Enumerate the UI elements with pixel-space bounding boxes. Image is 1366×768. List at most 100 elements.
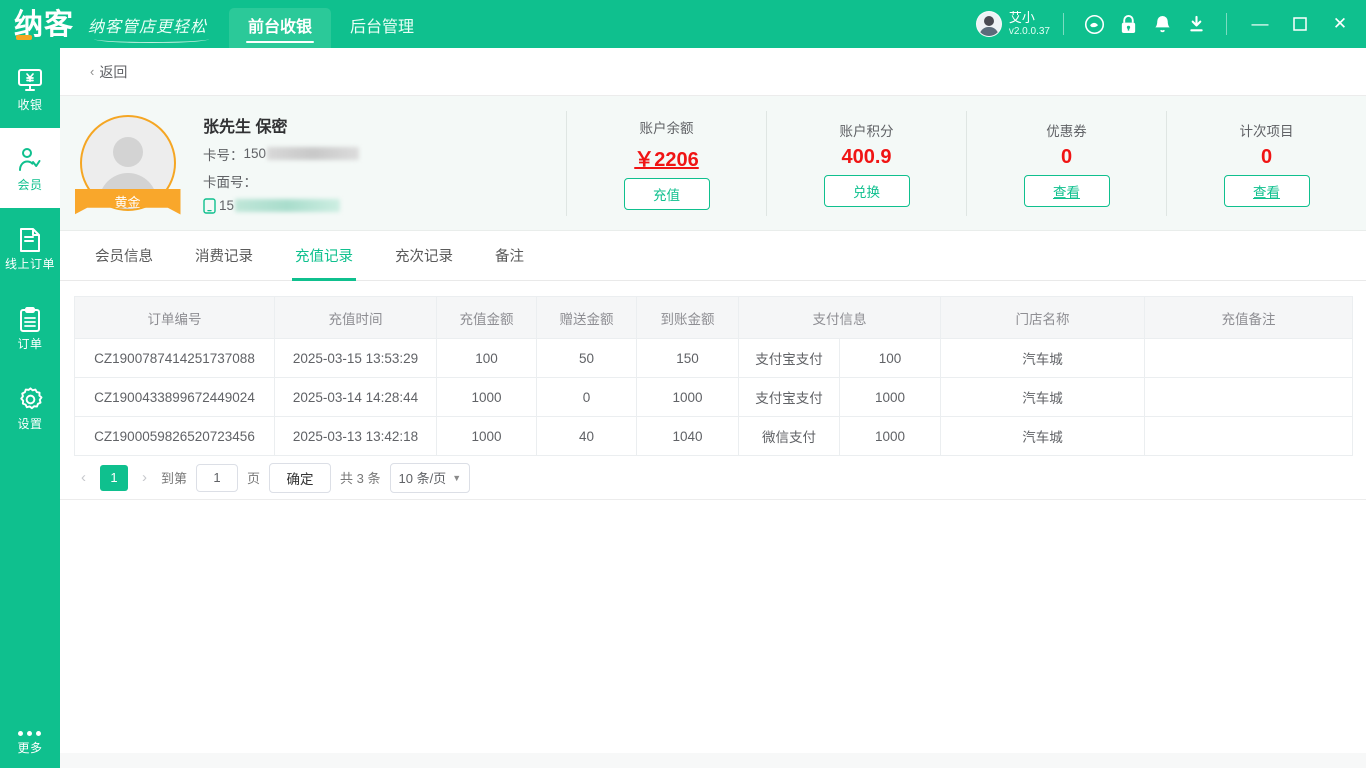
support-icon[interactable] [1077, 7, 1111, 41]
title-bar: 纳客 纳客管店更轻松 前台收银 后台管理 艾小 v2.0.0.37 [0, 0, 1366, 48]
cell-received-amount: 1000 [636, 377, 739, 417]
cell-pay-amount: 100 [878, 350, 902, 366]
cell-store-name: 汽车城 [940, 377, 1145, 417]
sidebar-item-more-label: 更多 [17, 741, 43, 755]
col-received-amount: 到账金额 [636, 296, 739, 339]
sidebar-item-online-order[interactable]: 线上订单 [0, 208, 60, 288]
member-info: 张先生 保密 卡号： 150 卡面号： 15 [203, 113, 448, 214]
stat-points: 账户积分 400.9 兑换 [766, 110, 966, 216]
stat-coupon-label: 优惠券 [1046, 123, 1087, 139]
sidebar-item-online-order-label: 线上订单 [4, 256, 55, 271]
top-tabs: 前台收银 后台管理 [229, 0, 433, 48]
pagination: ‹ 1 › 到第 页 确定 共 3 条 10 条/页 ▼ [60, 456, 1366, 500]
sidebar-item-settings[interactable]: 设置 [0, 368, 60, 448]
close-button[interactable]: ✕ [1332, 14, 1348, 33]
exchange-button[interactable]: 兑换 [823, 174, 910, 207]
detail-panel: 会员信息 消费记录 充值记录 充次记录 备注 [60, 231, 1366, 753]
col-recharge-amount: 充值金额 [436, 296, 537, 339]
page-size-select[interactable]: 10 条/页 ▼ [389, 462, 471, 493]
masked-card-face [235, 199, 341, 212]
cell-remark [1144, 377, 1353, 417]
detail-tabs: 会员信息 消费记录 充值记录 充次记录 备注 [60, 231, 1366, 281]
chevron-left-icon: ‹ [90, 64, 95, 79]
member-card-no-row: 卡号： 150 [203, 144, 448, 164]
sidebar-item-member[interactable]: 会员 [0, 128, 60, 208]
cell-remark [1144, 338, 1353, 378]
tab-consume-record[interactable]: 消费记录 [174, 231, 274, 281]
divider-2 [1226, 13, 1227, 35]
cell-received-amount: 150 [636, 338, 739, 378]
tab-member-info[interactable]: 会员信息 [74, 231, 174, 281]
bell-icon[interactable] [1145, 7, 1179, 41]
member-icon [16, 146, 44, 174]
stat-count-project: 计次项目 0 查看 [1166, 110, 1366, 216]
download-icon[interactable] [1179, 7, 1213, 41]
cashier-icon [16, 66, 44, 94]
user-account[interactable]: 艾小 v2.0.0.37 [975, 10, 1050, 37]
cell-pay-method: 支付宝支付 [739, 378, 840, 416]
sidebar-item-cashier[interactable]: 收银 [0, 48, 60, 128]
table-row[interactable]: CZ1900059826520723456 2025-03-13 13:42:1… [74, 416, 1353, 456]
cell-pay-amount: 1000 [874, 428, 906, 444]
cell-gift-amount: 50 [536, 338, 637, 378]
tab-times-record[interactable]: 充次记录 [374, 231, 474, 281]
lock-icon[interactable] [1111, 7, 1145, 41]
stat-points-label: 账户积分 [839, 123, 894, 139]
divider [1063, 13, 1064, 35]
tab-remark[interactable]: 备注 [474, 231, 545, 281]
top-tab-frontdesk-label: 前台收银 [248, 19, 313, 36]
view-count-project-button[interactable]: 查看 [1223, 174, 1310, 207]
sidebar-item-member-label: 会员 [17, 177, 43, 192]
top-tab-frontdesk[interactable]: 前台收银 [229, 8, 332, 48]
sidebar-item-settings-label: 设置 [17, 417, 43, 431]
member-summary-card: 黄金 张先生 保密 卡号： 150 卡面号： 15 [60, 96, 1366, 231]
stat-balance-value: ￥2206 [634, 148, 699, 171]
sidebar: 收银 会员 线上订单 订单 [0, 48, 60, 768]
tab-recharge-record[interactable]: 充值记录 [274, 231, 374, 281]
next-page-button[interactable]: › [142, 469, 147, 486]
stat-count-project-value: 0 [1260, 145, 1273, 168]
stat-balance-label: 账户余额 [639, 120, 694, 136]
tab-consume-record-label: 消费记录 [195, 249, 253, 265]
cell-received-amount: 1040 [636, 416, 739, 456]
view-count-project-button-label: 查看 [1253, 184, 1280, 200]
member-name: 张先生 保密 [203, 118, 288, 136]
sidebar-item-more[interactable]: 更多 [17, 731, 42, 754]
member-card-no-label: 卡号： [203, 147, 244, 163]
col-store-name: 门店名称 [940, 296, 1145, 339]
cell-remark [1144, 416, 1353, 456]
view-coupon-button[interactable]: 查看 [1023, 174, 1110, 207]
confirm-button[interactable]: 确定 [269, 462, 332, 493]
maximize-button[interactable] [1280, 7, 1320, 41]
back-button[interactable]: ‹ 返回 [90, 62, 127, 82]
table-row[interactable]: CZ1900787414251737088 2025-03-15 13:53:2… [74, 338, 1353, 378]
recharge-button[interactable]: 充值 [623, 177, 710, 210]
prev-page-button[interactable]: ‹ [81, 469, 86, 486]
member-stats: 账户余额 ￥2206 充值 账户积分 400.9 兑换 优惠券 0 查看 [566, 96, 1366, 231]
masked-card-no [267, 147, 360, 160]
sidebar-item-order[interactable]: 订单 [0, 288, 60, 368]
member-card-no-value: 150 [243, 146, 267, 161]
titlebar-right: 艾小 v2.0.0.37 [975, 0, 1366, 48]
cell-gift-amount: 40 [536, 416, 637, 456]
recharge-button-label: 充值 [653, 187, 680, 203]
tab-recharge-record-label: 充值记录 [295, 249, 353, 265]
cell-gift-amount: 0 [536, 377, 637, 417]
cell-time: 2025-03-13 13:42:18 [274, 416, 437, 456]
member-card-face-row: 15 [203, 197, 448, 214]
table-header-row: 订单编号 充值时间 充值金额 赠送金额 到账金额 支付信息 门店名称 充值备注 [74, 296, 1353, 339]
top-tab-backoffice[interactable]: 后台管理 [331, 8, 433, 48]
page-unit-label: 页 [247, 471, 261, 486]
more-dots-icon [18, 731, 42, 736]
order-icon [17, 306, 43, 333]
minimize-button[interactable]: — [1251, 14, 1269, 33]
stat-points-value: 400.9 [841, 145, 892, 168]
cell-recharge-amount: 100 [436, 338, 537, 378]
page-number-1[interactable]: 1 [100, 464, 128, 491]
table-row[interactable]: CZ1900433899672449024 2025-03-14 14:28:4… [74, 377, 1353, 417]
member-avatar-wrap: 黄金 [60, 96, 195, 231]
col-order-no: 订单编号 [74, 296, 275, 339]
chevron-down-icon: ▼ [452, 472, 462, 483]
stat-balance: 账户余额 ￥2206 充值 [566, 110, 766, 216]
goto-page-input[interactable] [196, 463, 239, 492]
